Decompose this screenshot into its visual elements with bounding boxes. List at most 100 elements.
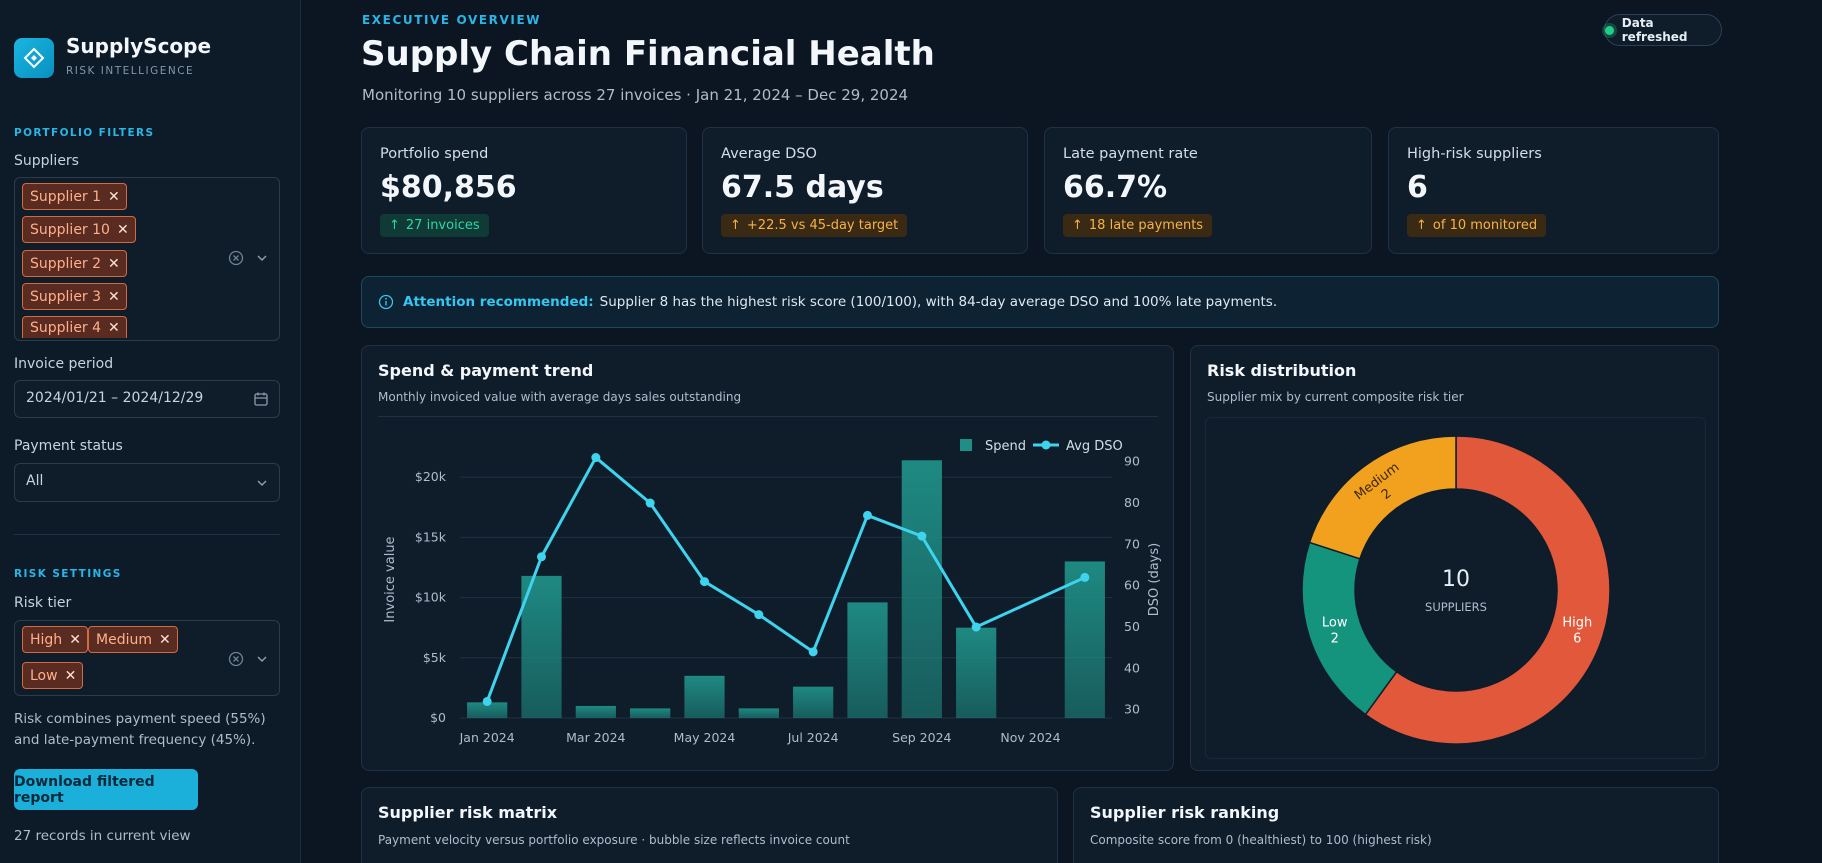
clear-selection-icon[interactable] bbox=[228, 250, 244, 266]
dso-point bbox=[917, 531, 927, 541]
supplier-chip[interactable]: Supplier 10 ✕ bbox=[22, 216, 136, 243]
page-subtitle: Monitoring 10 suppliers across 27 invoic… bbox=[362, 86, 909, 104]
remove-chip-icon[interactable]: ✕ bbox=[108, 288, 120, 305]
y-tick-label: $5k bbox=[423, 650, 447, 665]
panel-subtitle: Payment velocity versus portfolio exposu… bbox=[378, 833, 850, 847]
risk-formula-note: Risk combines payment speed (55%) and la… bbox=[14, 711, 266, 748]
panel-title: Supplier risk matrix bbox=[378, 803, 558, 822]
risk-settings-heading: RISK SETTINGS bbox=[14, 568, 122, 580]
data-refreshed-badge[interactable]: Data refreshed bbox=[1604, 14, 1722, 46]
page-title: Supply Chain Financial Health bbox=[361, 34, 935, 74]
dso-point bbox=[700, 577, 709, 587]
supplier-chip[interactable]: Supplier 1 ✕ bbox=[22, 183, 127, 210]
kpi-card-late-payment-rate: Late payment rate 66.7% ↑ 18 late payment… bbox=[1044, 127, 1372, 254]
remove-chip-icon[interactable]: ✕ bbox=[108, 188, 120, 205]
risk-tier-multiselect[interactable]: High ✕ Medium ✕ Low ✕ bbox=[14, 620, 280, 696]
chevron-down-icon[interactable] bbox=[255, 251, 269, 265]
risk-chip-medium[interactable]: Medium ✕ bbox=[88, 626, 178, 653]
suppliers-label: Suppliers bbox=[14, 153, 79, 169]
spend-bar bbox=[956, 627, 997, 718]
invoice-period-picker[interactable]: 2024/01/21 – 2024/12/29 bbox=[14, 380, 280, 418]
payment-status-select[interactable]: All bbox=[14, 463, 280, 502]
status-dot-icon bbox=[1605, 25, 1614, 35]
sidebar-divider bbox=[14, 534, 280, 535]
y2-tick-label: 50 bbox=[1124, 619, 1140, 634]
dso-point bbox=[537, 552, 546, 562]
x-tick-label: Jul 2024 bbox=[787, 730, 839, 745]
alert-highlight: Attention recommended: bbox=[403, 294, 594, 310]
donut-slice-medium bbox=[1308, 435, 1457, 560]
remove-chip-icon[interactable]: ✕ bbox=[108, 255, 120, 272]
x-tick-label: Nov 2024 bbox=[1000, 730, 1060, 745]
remove-chip-icon[interactable]: ✕ bbox=[108, 319, 120, 336]
donut-frame bbox=[1205, 417, 1706, 759]
panel-divider bbox=[378, 416, 1158, 417]
donut-center-label: SUPPLIERS bbox=[1425, 600, 1487, 614]
spend-bar bbox=[738, 708, 779, 718]
portfolio-filters-heading: PORTFOLIO FILTERS bbox=[14, 127, 155, 139]
remove-chip-icon[interactable]: ✕ bbox=[116, 221, 129, 238]
x-tick-label: Jan 2024 bbox=[459, 730, 515, 745]
calendar-icon[interactable] bbox=[253, 391, 269, 407]
panel-subtitle: Composite score from 0 (healthiest) to 1… bbox=[1090, 833, 1432, 847]
spend-trend-panel: Spend & payment trend Monthly invoiced v… bbox=[361, 345, 1174, 771]
download-report-button[interactable]: Download filtered report bbox=[14, 769, 198, 810]
kpi-value: 6 bbox=[1407, 170, 1428, 205]
risk-distribution-panel: Risk distribution Supplier mix by curren… bbox=[1190, 345, 1719, 771]
spend-bar bbox=[630, 708, 671, 718]
legend-spend-swatch-icon bbox=[960, 439, 972, 451]
kpi-badge: ↑ 18 late payments bbox=[1063, 214, 1213, 237]
y-tick-label: $0 bbox=[430, 710, 446, 725]
y2-tick-label: 90 bbox=[1124, 454, 1140, 469]
dso-point bbox=[808, 647, 818, 657]
supplier-risk-ranking-panel: Supplier risk ranking Composite score fr… bbox=[1073, 787, 1719, 863]
y-axis-label: Invoice value bbox=[383, 536, 398, 622]
kpi-label: Average DSO bbox=[721, 146, 817, 162]
risk-chip-low[interactable]: Low ✕ bbox=[22, 662, 84, 689]
kpi-badge: ↑ of 10 monitored bbox=[1407, 214, 1547, 237]
sidebar: SupplyScope RISK INTELLIGENCE PORTFOLIO … bbox=[0, 0, 301, 863]
invoice-period-value: 2024/01/21 – 2024/12/29 bbox=[26, 390, 204, 406]
remove-chip-icon[interactable]: ✕ bbox=[158, 631, 171, 648]
risk-tier-label: Risk tier bbox=[14, 595, 72, 611]
dso-point bbox=[591, 453, 601, 463]
remove-chip-icon[interactable]: ✕ bbox=[69, 631, 81, 648]
spend-bar bbox=[575, 705, 616, 718]
supplier-chip[interactable]: Supplier 4 ✕ bbox=[22, 316, 127, 338]
arrow-up-icon: ↑ bbox=[1416, 218, 1427, 233]
dso-point bbox=[1080, 572, 1090, 582]
slice-label: High bbox=[1562, 615, 1592, 630]
supplier-chip[interactable]: Supplier 3 ✕ bbox=[22, 283, 127, 310]
slice-value: 2 bbox=[1331, 631, 1339, 646]
dso-point bbox=[971, 622, 981, 632]
clear-selection-icon[interactable] bbox=[228, 651, 244, 667]
y2-tick-label: 40 bbox=[1124, 660, 1140, 675]
kpi-card-portfolio-spend: Portfolio spend $80,856 ↑ 27 invoices bbox=[361, 127, 687, 254]
dso-point bbox=[482, 696, 492, 706]
dso-point bbox=[754, 610, 764, 620]
supplier-risk-matrix-panel: Supplier risk matrix Payment velocity ve… bbox=[361, 787, 1058, 863]
slice-value: 6 bbox=[1573, 631, 1581, 646]
spend-bar bbox=[847, 602, 888, 718]
arrow-up-icon: ↑ bbox=[389, 218, 400, 233]
info-icon bbox=[378, 294, 394, 310]
y2-axis-label: DSO (days) bbox=[1147, 543, 1162, 616]
spend-bar bbox=[793, 686, 834, 718]
remove-chip-icon[interactable]: ✕ bbox=[64, 667, 77, 684]
risk-chip-high[interactable]: High ✕ bbox=[22, 626, 88, 653]
y2-tick-label: 70 bbox=[1124, 536, 1140, 551]
spend-bar bbox=[1064, 561, 1105, 718]
dso-point bbox=[863, 510, 872, 520]
supplier-chip[interactable]: Supplier 2 ✕ bbox=[22, 250, 127, 277]
arrow-up-icon: ↑ bbox=[730, 218, 741, 233]
x-tick-label: Sep 2024 bbox=[892, 730, 951, 745]
suppliers-multiselect[interactable]: Supplier 1 ✕ Supplier 10 ✕ Supplier 2 ✕ Sup… bbox=[14, 177, 280, 341]
panel-subtitle: Monthly invoiced value with average days… bbox=[378, 390, 742, 404]
diamond-logo-icon bbox=[23, 47, 45, 69]
y2-tick-label: 80 bbox=[1124, 495, 1140, 510]
y-tick-label: $20k bbox=[415, 469, 447, 484]
dso-point bbox=[645, 498, 655, 508]
chevron-down-icon[interactable] bbox=[255, 476, 269, 490]
chevron-down-icon[interactable] bbox=[255, 652, 269, 666]
